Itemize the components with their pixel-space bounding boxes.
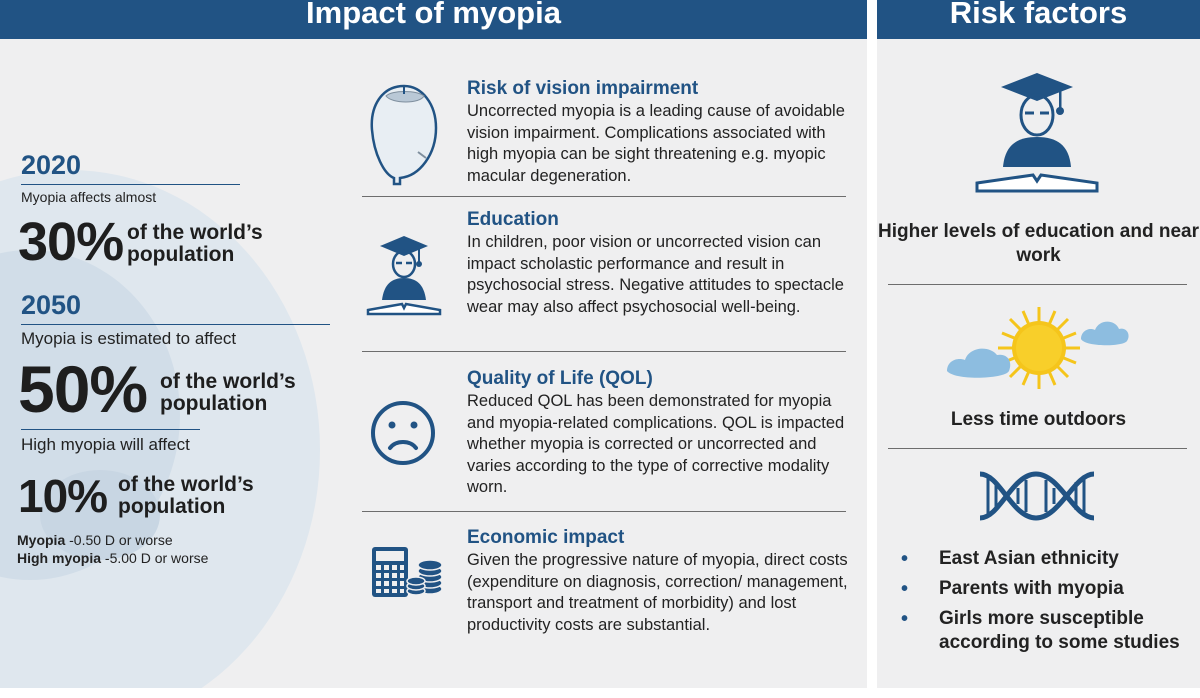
risk-header: Risk factors xyxy=(877,0,1200,39)
impact-header: Impact of myopia xyxy=(0,0,867,39)
def-myopia-value: -0.50 D or worse xyxy=(65,532,173,548)
def-myopia: Myopia -0.50 D or worse xyxy=(17,532,173,548)
outdoors-risk-label: Less time outdoors xyxy=(950,409,1127,430)
calculator-coins-icon xyxy=(370,545,446,604)
risk-bullet-text: Girls more susceptible according to some… xyxy=(939,608,1180,653)
bullet-dot-icon: • xyxy=(901,548,909,570)
def-high-label: High myopia xyxy=(17,550,102,566)
affects-2050-text: Myopia is estimated to affect xyxy=(21,329,237,348)
def-myopia-label: Myopia xyxy=(17,532,66,548)
sun-clouds-icon xyxy=(945,305,1129,398)
risk-bullet-text: Parents with myopia xyxy=(939,578,1124,599)
item-divider xyxy=(362,511,846,512)
item-title-qol: Quality of Life (QOL) xyxy=(467,368,653,389)
globe-land xyxy=(40,470,160,560)
pct-30-text: of the world’s population xyxy=(127,221,263,266)
pct-50-text: of the world’s population xyxy=(160,370,296,415)
bullet-dot-icon: • xyxy=(901,608,909,630)
high-affects-text: High myopia will affect xyxy=(21,435,190,454)
risk-bullet-item: • East Asian ethnicity xyxy=(877,547,1200,571)
def-high-myopia: High myopia -5.00 D or worse xyxy=(17,550,208,566)
item-title-economic: Economic impact xyxy=(467,527,625,548)
item-title-vision: Risk of vision impairment xyxy=(467,78,699,99)
impact-panel: Impact of myopia 2020 Myopia affects alm… xyxy=(0,0,867,688)
risk-divider xyxy=(888,448,1187,449)
graduate-reading-icon xyxy=(973,71,1101,200)
pct-10-text: of the world’s population xyxy=(118,473,254,518)
affects-2020-text: Myopia affects almost xyxy=(21,189,157,205)
education-risk-label: Higher levels of education and near work xyxy=(878,221,1199,266)
risk-bullet-text: East Asian ethnicity xyxy=(939,548,1119,569)
dna-icon xyxy=(978,470,1096,527)
item-body-economic: Given the progressive nature of myopia, … xyxy=(467,551,848,634)
item-title-education: Education xyxy=(467,209,559,230)
pct-10: 10% xyxy=(18,470,108,522)
item-body-vision: Uncorrected myopia is a leading cause of… xyxy=(467,102,845,185)
year-2050-rule xyxy=(21,324,330,325)
risk-bullet-item: • Girls more susceptible according to som… xyxy=(877,607,1200,655)
def-high-value: -5.00 D or worse xyxy=(101,550,209,566)
item-body-qol: Reduced QOL has been demonstrated for my… xyxy=(467,392,845,496)
high-myopia-rule xyxy=(21,429,200,430)
year-2020: 2020 xyxy=(21,150,82,180)
year-2050: 2050 xyxy=(21,290,82,320)
risk-divider xyxy=(888,284,1187,285)
item-divider xyxy=(362,196,846,197)
pct-30: 30% xyxy=(18,212,124,272)
risk-panel: Risk factors Higher levels of education … xyxy=(877,0,1200,688)
sad-face-icon xyxy=(370,400,436,471)
bullet-dot-icon: • xyxy=(901,578,909,600)
risk-bullet-item: • Parents with myopia xyxy=(877,577,1200,601)
graduate-reading-icon xyxy=(362,234,446,325)
item-divider xyxy=(362,351,846,352)
eye-cross-section-icon xyxy=(368,82,440,191)
risk-bullet-list: • East Asian ethnicity • Parents with myop… xyxy=(877,547,1200,661)
pct-50: 50% xyxy=(18,352,148,426)
year-2020-rule xyxy=(21,184,240,185)
item-body-education: In children, poor vision or uncorrected … xyxy=(467,233,844,316)
